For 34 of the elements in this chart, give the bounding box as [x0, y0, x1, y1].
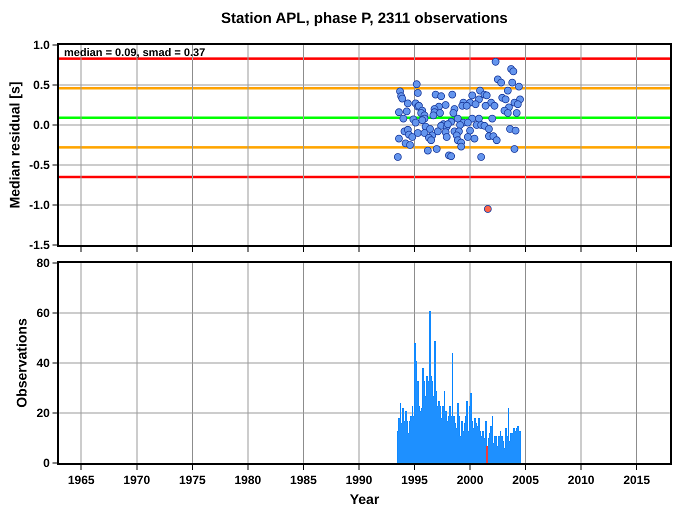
bar — [434, 341, 436, 463]
y-tick-label: -0.5 — [29, 158, 50, 172]
bar — [422, 368, 424, 463]
bar — [478, 418, 480, 463]
x-tick-label: 1965 — [68, 473, 95, 488]
x-tick-label: 1985 — [290, 473, 318, 488]
bar — [414, 343, 416, 463]
y-axis-title: Observations — [14, 318, 30, 408]
y-tick-label: 0.5 — [33, 78, 50, 92]
x-tick-label: 1980 — [234, 473, 262, 488]
y-tick-label: 0.0 — [33, 118, 50, 132]
y-tick-label: -1.0 — [29, 198, 50, 212]
x-tick-label: 2010 — [568, 473, 595, 488]
y-axis-title: Median residual [s] — [6, 82, 22, 208]
x-tick-label: 1975 — [178, 473, 206, 488]
y-tick-label: 20 — [36, 406, 50, 420]
y-tick-label: 0 — [43, 456, 50, 470]
y-tick-label: 80 — [36, 256, 50, 270]
x-tick-label: 2005 — [512, 473, 540, 488]
y-tick-label: 40 — [36, 356, 50, 370]
chart-title: Station APL, phase P, 2311 observations — [221, 10, 508, 27]
y-tick-label: 1.0 — [33, 38, 50, 52]
x-tick-label: 1990 — [346, 473, 373, 488]
y-tick-label: -1.5 — [29, 238, 50, 252]
bar — [470, 393, 472, 463]
y-tick-label: 60 — [36, 306, 50, 320]
x-axis-title: Year — [350, 490, 380, 507]
x-tick-label: 2000 — [456, 473, 484, 488]
x-tick-label: 2015 — [623, 473, 650, 488]
x-tick-label: 1995 — [401, 473, 428, 488]
x-tick-label: 1970 — [123, 473, 150, 488]
annotation: median = 0.09, smad = 0.37 — [64, 47, 206, 59]
bar — [466, 401, 468, 463]
bar — [486, 446, 488, 463]
